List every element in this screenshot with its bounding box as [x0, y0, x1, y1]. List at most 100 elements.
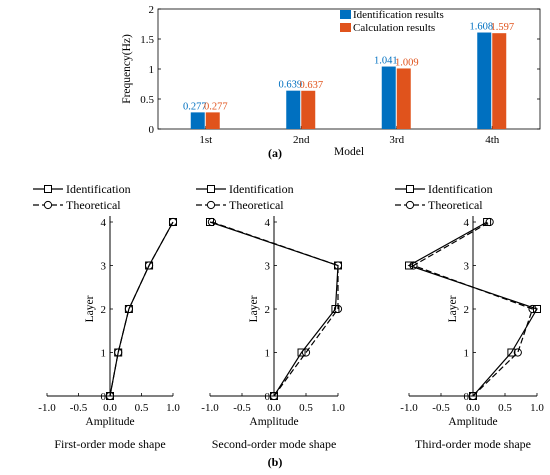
bar-value-label: 0.637 — [299, 80, 323, 91]
x-tick-label: 1st — [199, 134, 212, 146]
legend-marker-square — [406, 185, 414, 193]
marker-circle — [207, 217, 217, 227]
marker-circle — [528, 304, 537, 314]
y-tick-label: 0 — [265, 391, 271, 403]
y-tick-label: 2 — [101, 304, 107, 316]
legend-label: Theoretical — [428, 198, 483, 212]
bar-value-label: 1.041 — [374, 56, 398, 67]
bar-value-label: 1.009 — [395, 57, 419, 68]
legend-marker-square — [207, 185, 215, 193]
mode-shape-third: -1.0 -0.5 0.0 0.5 1.0 0 1 2 3 4 Layer Amplitude Thir… — [395, 182, 544, 451]
y-tick-label: 2 — [464, 304, 470, 316]
y-tick-label: 0.5 — [140, 94, 154, 106]
series-line-theoretical — [109, 221, 174, 397]
x-tick-label: 4th — [485, 134, 500, 146]
x-tick-label: 1.0 — [166, 402, 180, 414]
y-tick-label: 4 — [265, 217, 271, 229]
x-axis-label: Model — [334, 146, 364, 158]
marker-circle — [144, 261, 154, 270]
bar-value-label: 0.639 — [278, 80, 302, 91]
x-tick-label: 2nd — [293, 134, 310, 146]
legend-label: Identification — [229, 182, 294, 196]
x-tick-label: 0.5 — [135, 402, 149, 414]
legend: Identification Theoretical — [395, 182, 493, 212]
x-tick-label: -1.0 — [201, 402, 219, 414]
x-tick-label: -1.0 — [400, 402, 418, 414]
bar-identification-1st — [190, 112, 205, 129]
legend-marker-circle — [206, 200, 216, 210]
bar-identification-4th — [477, 32, 492, 129]
x-tick-label: 0.5 — [299, 402, 313, 414]
y-tick-label: 4 — [464, 217, 470, 229]
marker-circle — [409, 261, 418, 270]
bar-value-label: 1.597 — [490, 22, 514, 33]
subplot-title: Third-order mode shape — [415, 437, 531, 451]
x-axis-label: Amplitude — [448, 416, 497, 428]
legend-swatch — [340, 10, 351, 19]
marker-circle — [468, 391, 478, 401]
panel-label-a: (a) — [268, 146, 282, 160]
legend-marker-circle — [43, 200, 53, 210]
subplot-title: First-order mode shape — [54, 437, 165, 451]
marker-square — [483, 218, 492, 226]
y-tick-label: 1 — [464, 348, 470, 360]
series-line-theoretical — [211, 221, 339, 397]
y-tick-label: 0 — [464, 391, 470, 403]
series-line-identification — [209, 221, 339, 397]
x-tick-label: 3rd — [389, 134, 404, 146]
marker-square — [533, 305, 541, 313]
marker-circle — [269, 391, 279, 401]
marker-circle — [513, 348, 522, 357]
y-axis-label: Layer — [248, 295, 260, 322]
bar-calculation-4th — [492, 33, 507, 129]
bar-value-label: 0.277 — [204, 101, 228, 112]
marker-square — [507, 348, 516, 357]
legend-swatch — [340, 23, 351, 32]
y-tick-label: 3 — [265, 261, 271, 273]
marker-circle — [114, 348, 123, 357]
legend-marker-square — [44, 185, 52, 193]
legend-label: Identification results — [353, 9, 444, 21]
subplot-title: Second-order mode shape — [212, 437, 337, 451]
y-tick-label: 1 — [149, 64, 155, 76]
y-tick-label: 0 — [101, 391, 107, 403]
y-tick-label: 2 — [265, 304, 271, 316]
x-axis-label: Amplitude — [249, 416, 298, 428]
series-line-identification — [407, 221, 538, 397]
x-tick-label: 1.0 — [530, 402, 544, 414]
bar-identification-2nd — [286, 90, 301, 129]
legend-label: Identification — [428, 182, 493, 196]
marker-circle — [105, 391, 115, 401]
panel-label-b: (b) — [268, 455, 283, 469]
y-tick-label: 0 — [149, 124, 155, 136]
marker-circle — [485, 217, 494, 227]
y-axis-label: Layer — [84, 295, 96, 322]
bar-calculation-1st — [205, 112, 220, 129]
y-axis-label: Layer — [447, 295, 459, 322]
y-tick-label: 4 — [101, 217, 107, 229]
marker-square — [297, 348, 306, 357]
x-tick-label: 0.0 — [267, 402, 281, 414]
x-axis-label: Amplitude — [85, 416, 134, 428]
y-tick-label: 3 — [464, 261, 470, 273]
series-line-theoretical — [412, 221, 534, 397]
x-tick-label: -0.5 — [70, 402, 88, 414]
bar-value-label: 0.277 — [183, 101, 207, 112]
marker-circle — [333, 304, 343, 314]
y-tick-label: 1 — [101, 348, 107, 360]
y-axis-label: Frequency(Hz) — [121, 34, 133, 104]
legend: Identification Theoretical — [33, 182, 131, 212]
x-tick-label: 0.0 — [103, 402, 117, 414]
mode-shape-first: -1.0 -0.5 0.0 0.5 1.0 0 1 2 3 4 Layer Amplitude Firs… — [33, 182, 180, 451]
x-tick-label: -0.5 — [432, 402, 450, 414]
x-tick-label: -0.5 — [233, 402, 251, 414]
y-tick-label: 2 — [149, 4, 155, 16]
marker-circle — [168, 217, 178, 227]
x-tick-label: 1.0 — [331, 402, 345, 414]
bar-calculation-3rd — [396, 68, 411, 129]
x-tick-label: 0.0 — [466, 402, 480, 414]
bar-identification-3rd — [381, 66, 396, 129]
